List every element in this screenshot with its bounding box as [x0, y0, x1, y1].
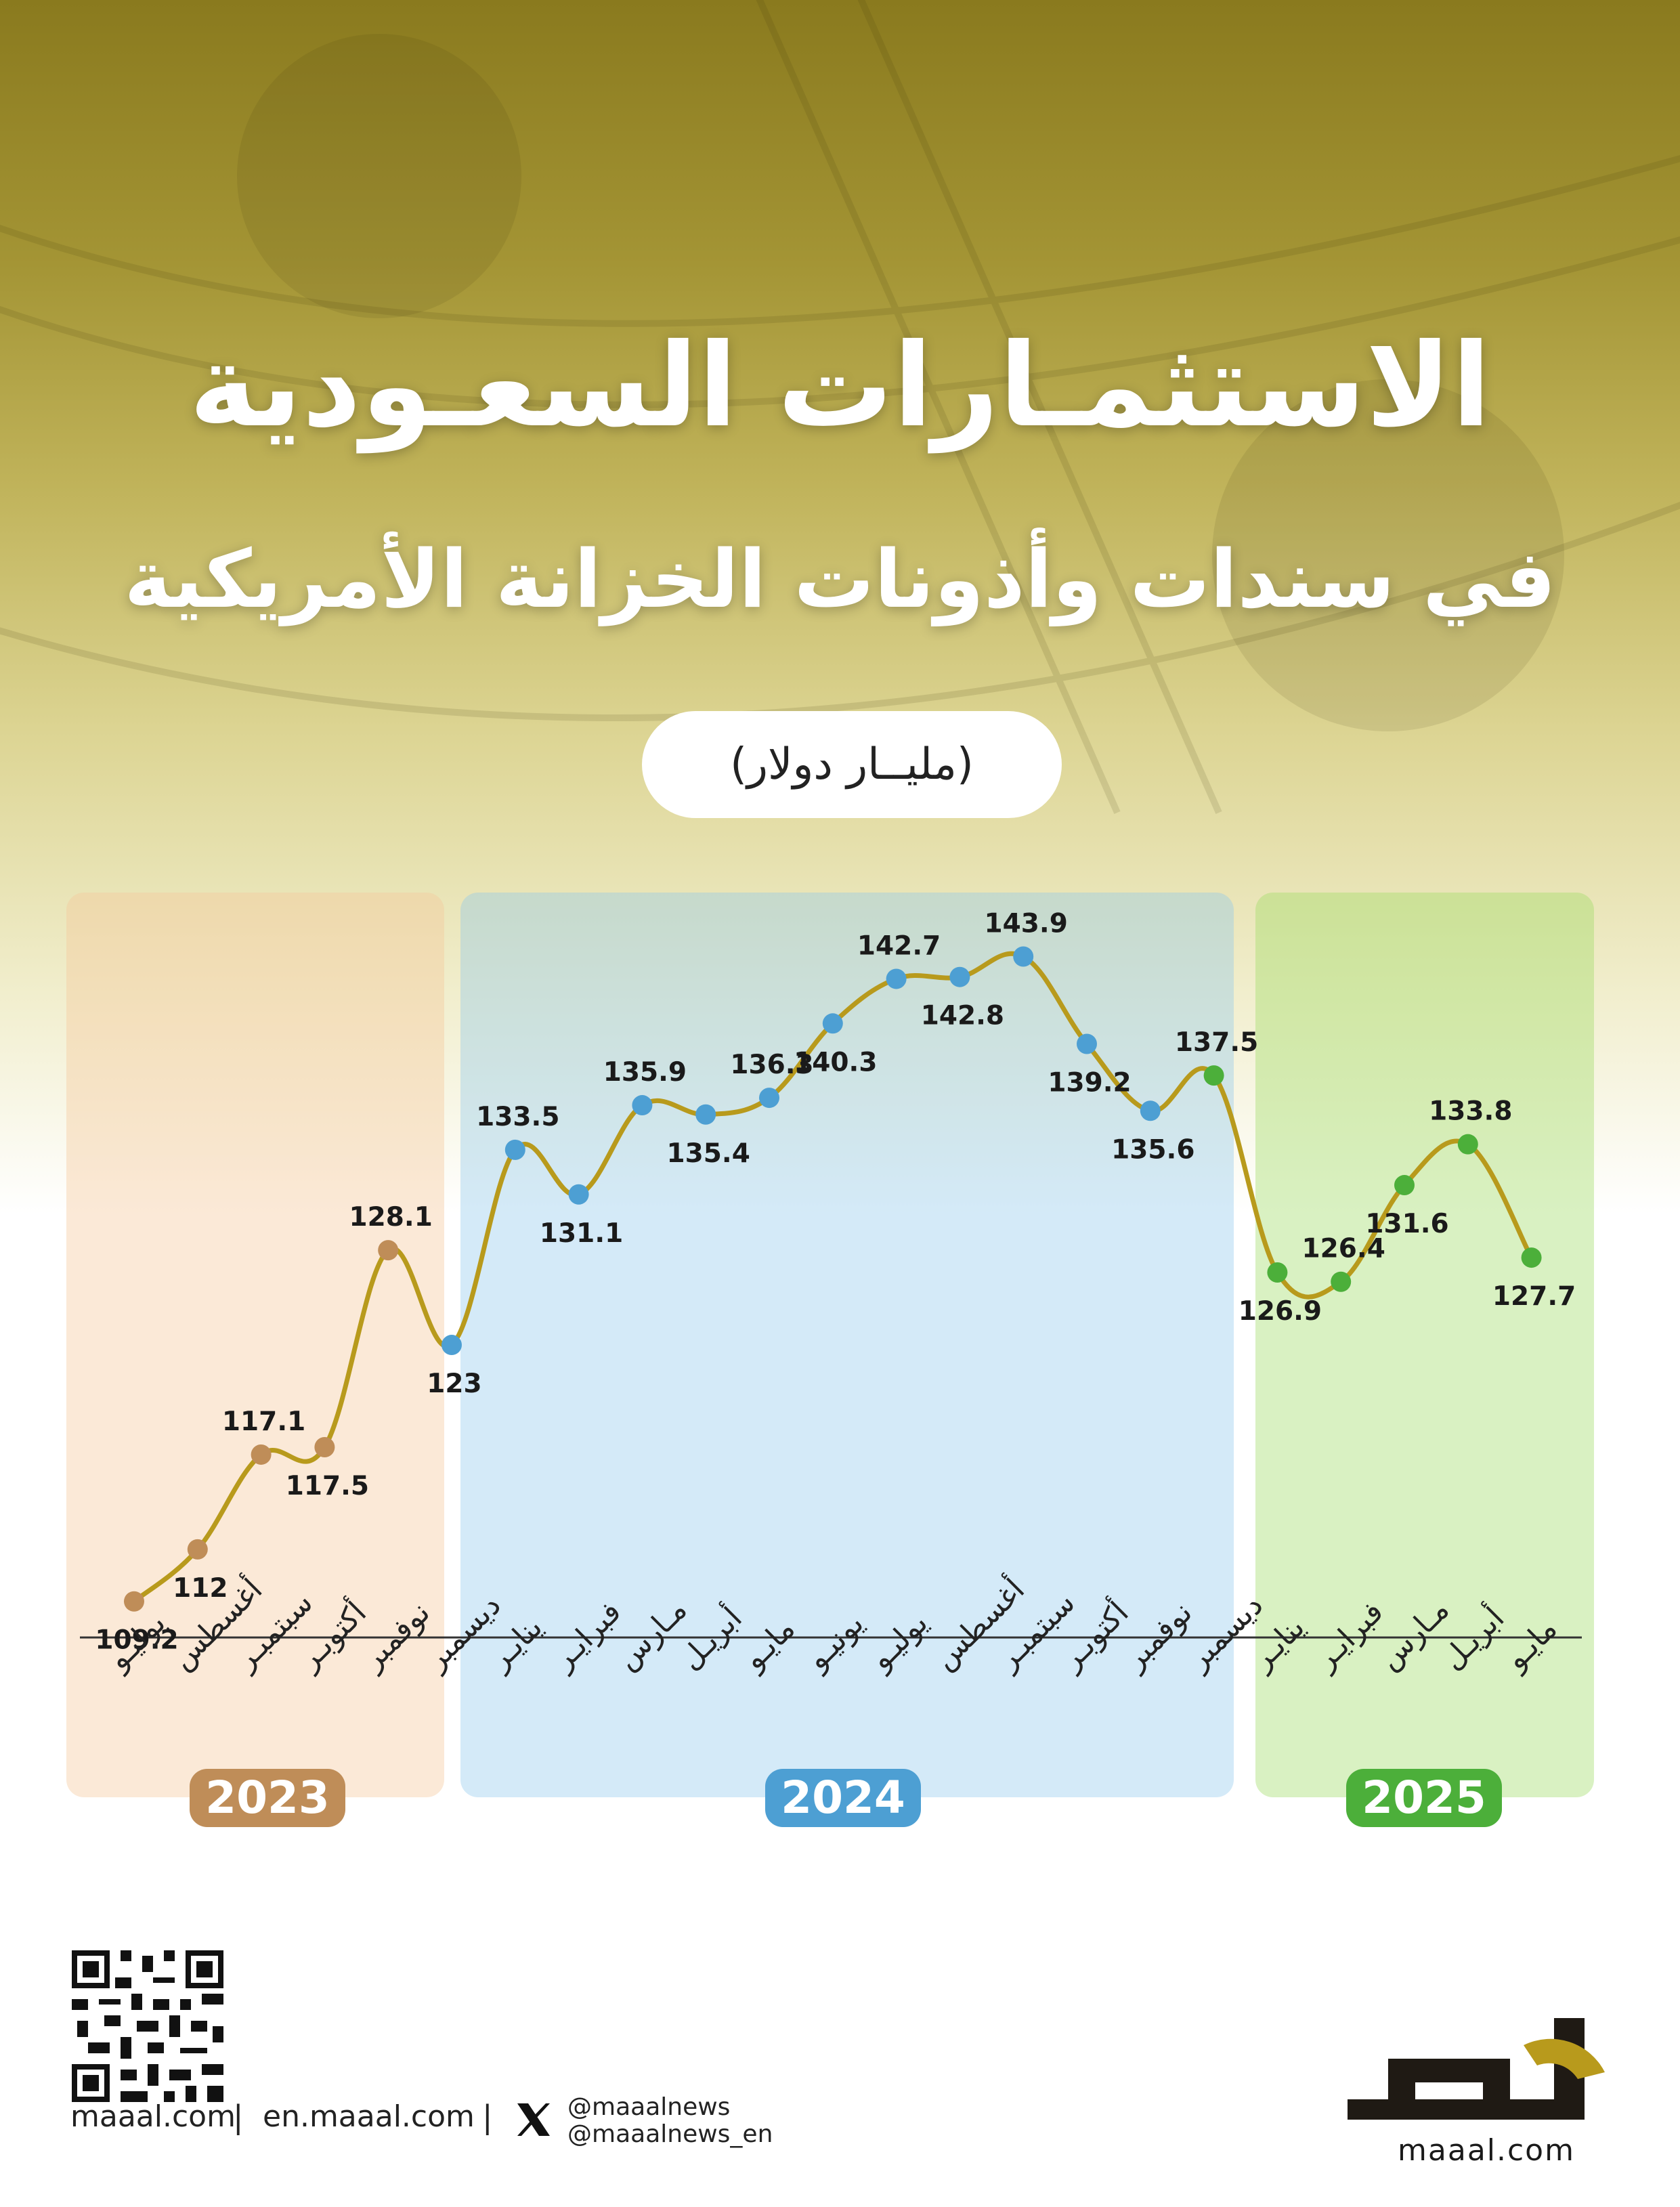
data-label: 126.4 [1302, 1234, 1385, 1264]
footer-separator: | [482, 2099, 493, 2135]
footer-separator: | [233, 2099, 244, 2135]
data-point [1457, 1134, 1478, 1155]
data-label: 135.4 [667, 1138, 750, 1169]
data-point [886, 968, 907, 989]
qr-code[interactable] [72, 1950, 223, 2102]
data-point [187, 1539, 208, 1560]
x-logo-icon[interactable] [515, 2101, 553, 2139]
year-badge-2024: 2024 [765, 1769, 921, 1827]
data-label: 136.3 [730, 1050, 813, 1080]
data-point [822, 1013, 843, 1034]
data-label: 142.7 [857, 930, 941, 961]
data-point [314, 1436, 335, 1457]
page-subtitle: في سندات وأذونات الخزانة الأمريكية [124, 532, 1556, 626]
brand-url: maaal.com [1398, 2133, 1575, 2168]
data-point [1077, 1033, 1097, 1054]
data-label: 117.5 [286, 1471, 369, 1501]
data-point [251, 1444, 272, 1465]
data-label: 135.6 [1111, 1134, 1194, 1165]
data-label: 133.5 [476, 1102, 559, 1132]
data-point [759, 1088, 779, 1109]
data-point [1267, 1262, 1288, 1283]
data-point [1394, 1175, 1415, 1196]
data-point [1203, 1065, 1224, 1086]
data-label: 142.8 [921, 1001, 1004, 1031]
data-label: 135.9 [603, 1057, 687, 1088]
data-label: 137.5 [1175, 1027, 1258, 1058]
data-label: 126.9 [1239, 1296, 1322, 1327]
data-point [695, 1104, 716, 1125]
data-point [124, 1591, 144, 1612]
data-label: 131.1 [540, 1218, 623, 1249]
year-panel-2023 [66, 893, 444, 1797]
year-panel-2025 [1255, 893, 1594, 1797]
data-label: 131.6 [1365, 1209, 1448, 1239]
data-label: 123 [427, 1369, 481, 1399]
data-label: 139.2 [1048, 1067, 1131, 1098]
data-label: 127.7 [1492, 1281, 1576, 1312]
series-line [131, 951, 1534, 1604]
maaal-logo [1348, 2018, 1605, 2120]
line-chart: 109.2 112 117.1 117.5 128.1 123 133.5 131.1 135.… [66, 893, 1594, 1797]
data-point [378, 1240, 399, 1261]
site-link-english[interactable]: en.maaal.com [263, 2099, 475, 2134]
data-label: 143.9 [985, 909, 1068, 939]
social-handle[interactable]: @maaalnews [567, 2093, 731, 2121]
year-badge-2023: 2023 [190, 1769, 345, 1827]
data-label: 112 [173, 1573, 228, 1604]
year-badge-2025: 2025 [1346, 1769, 1502, 1827]
data-point [441, 1335, 462, 1356]
data-point [1013, 946, 1034, 967]
data-label: 109.2 [95, 1625, 178, 1656]
data-point [1521, 1247, 1542, 1268]
data-point [1331, 1271, 1352, 1292]
data-label: 140.3 [794, 1047, 877, 1077]
data-point [568, 1184, 589, 1205]
data-label: 128.1 [349, 1202, 433, 1233]
site-link[interactable]: maaal.com [70, 2099, 236, 2134]
data-point [1140, 1100, 1161, 1121]
data-label: 133.8 [1429, 1096, 1512, 1127]
data-point [504, 1139, 525, 1160]
data-point [632, 1095, 653, 1116]
page-title: الاستثمـارات السعـودية [189, 319, 1491, 453]
unit-label: (مليــار دولار) [642, 711, 1062, 818]
data-point [949, 966, 970, 987]
social-handle-english[interactable]: @maaalnews_en [567, 2120, 773, 2148]
year-panel-2024 [460, 893, 1234, 1797]
data-label: 117.1 [222, 1407, 305, 1437]
